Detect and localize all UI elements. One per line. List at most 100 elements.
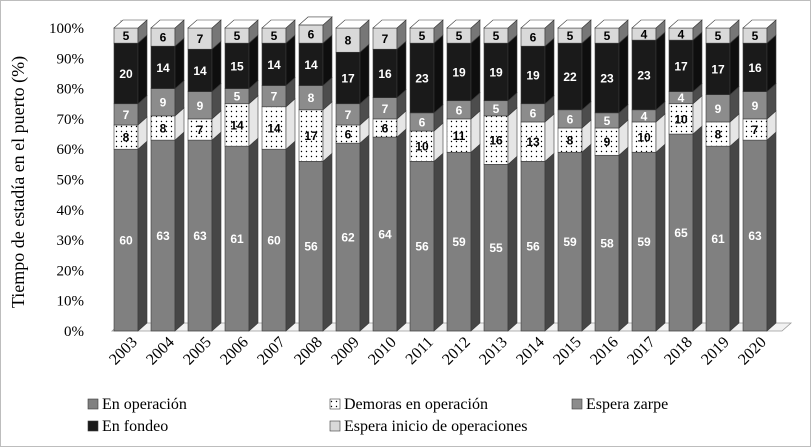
- bar-segment-side: [248, 95, 259, 147]
- bar-top-face: [113, 19, 148, 29]
- bar-top-face: [705, 19, 740, 29]
- data-label: 19: [452, 65, 466, 79]
- bar-segment-side: [396, 40, 407, 99]
- bar-top-face: [187, 19, 222, 29]
- bar-segment-side: [248, 34, 259, 90]
- y-tick-label: 100%: [49, 21, 84, 37]
- bar-segment: [446, 151, 472, 332]
- data-label: 61: [230, 232, 244, 246]
- bar-segment-side: [137, 140, 148, 332]
- data-label: 17: [674, 59, 688, 73]
- bar-top-face: [631, 19, 666, 29]
- data-label: 6: [419, 115, 426, 129]
- bar-segment: [594, 127, 620, 156]
- data-label: 17: [341, 71, 355, 85]
- bar-top-face: [150, 19, 185, 29]
- bar-segment-side: [433, 34, 444, 114]
- data-label: 58: [600, 237, 614, 251]
- bar-stack-2017: 59 10 4 23 4: [631, 19, 666, 332]
- bar-segment: [409, 42, 435, 114]
- bar-stack-2007: 60 14 7 14 5: [261, 19, 296, 332]
- data-label: 7: [382, 102, 389, 116]
- data-label: 8: [567, 134, 574, 148]
- data-label: 56: [304, 240, 318, 254]
- data-label: 8: [715, 128, 722, 142]
- data-label: 5: [604, 29, 611, 43]
- data-label: 5: [752, 29, 759, 43]
- y-axis-label: Tiempo de estadía en el puerto (%): [8, 56, 29, 308]
- y-tick-label: 40%: [57, 203, 85, 219]
- bar-stack-2006: 61 14 5 15 5: [224, 19, 259, 332]
- data-label: 5: [567, 29, 574, 43]
- bar-segment-side: [618, 146, 629, 332]
- data-label: 6: [530, 31, 537, 45]
- data-label: 9: [715, 102, 722, 116]
- bar-top-face: [409, 19, 444, 29]
- data-label: 14: [267, 121, 281, 135]
- data-label: 60: [119, 234, 133, 248]
- data-label: 4: [641, 28, 648, 42]
- bar-segment-side: [174, 37, 185, 90]
- data-label: 19: [489, 65, 503, 79]
- legend-item: En operación: [87, 396, 187, 413]
- data-label: 63: [156, 229, 170, 243]
- legend-item: Demoras en operación: [329, 396, 488, 413]
- bar-segment: [298, 42, 324, 86]
- legend-swatch: [329, 398, 341, 410]
- bar-segment-side: [655, 31, 666, 111]
- bar-segment-side: [729, 137, 740, 332]
- bar-segment: [298, 85, 324, 111]
- bar-segment-side: [285, 98, 296, 150]
- bar-top-face: [298, 16, 333, 26]
- bar-segment-side: [137, 34, 148, 105]
- bar-segment: [298, 109, 324, 162]
- bar-segment: [557, 127, 583, 153]
- bar-segment-side: [359, 43, 370, 105]
- bar-segment-side: [322, 152, 333, 332]
- data-label: 4: [678, 28, 685, 42]
- data-label: 23: [415, 71, 429, 85]
- bar-top-face: [372, 19, 407, 29]
- y-tick-label: 20%: [57, 263, 85, 279]
- bar-segment: [224, 42, 250, 89]
- bar-stack-2005: 63 7 9 14 7: [187, 19, 222, 332]
- bar-segment: [631, 151, 657, 332]
- data-label: 63: [193, 229, 207, 243]
- data-label: 5: [493, 29, 500, 43]
- bar-segment-side: [766, 34, 777, 93]
- data-label: 5: [456, 29, 463, 43]
- bar-segment-side: [544, 37, 555, 105]
- data-label: 9: [160, 96, 167, 110]
- data-label: 14: [267, 58, 281, 72]
- data-label: 56: [526, 240, 540, 254]
- data-label: 63: [748, 229, 762, 243]
- data-label: 60: [267, 234, 281, 248]
- legend-item: Espera inicio de operaciones: [329, 418, 527, 435]
- y-tick-label: 80%: [57, 82, 85, 98]
- y-tick-label: 90%: [57, 51, 85, 67]
- bar-segment: [150, 115, 176, 141]
- bar-segment-side: [507, 107, 518, 166]
- data-label: 4: [678, 91, 685, 105]
- bar-top-face: [224, 19, 259, 29]
- bar-segment: [446, 42, 472, 102]
- data-label: 8: [160, 121, 167, 135]
- bar-segment-side: [692, 31, 703, 93]
- data-label: 7: [197, 32, 204, 46]
- bar-segment-side: [433, 152, 444, 332]
- data-label: 9: [752, 99, 759, 113]
- data-label: 10: [637, 131, 651, 145]
- data-label: 6: [345, 128, 352, 142]
- legend-swatch: [87, 420, 99, 432]
- legend-item: Espera zarpe: [571, 396, 668, 413]
- data-label: 6: [567, 112, 574, 126]
- legend-swatch: [571, 398, 583, 410]
- bar-top-face: [520, 19, 555, 29]
- data-label: 59: [637, 235, 651, 249]
- bar-segment: [298, 161, 324, 332]
- data-label: 17: [711, 62, 725, 76]
- bar-segment-side: [322, 34, 333, 87]
- data-label: 4: [641, 109, 648, 123]
- data-label: 11: [453, 129, 466, 143]
- data-label: 6: [530, 106, 537, 120]
